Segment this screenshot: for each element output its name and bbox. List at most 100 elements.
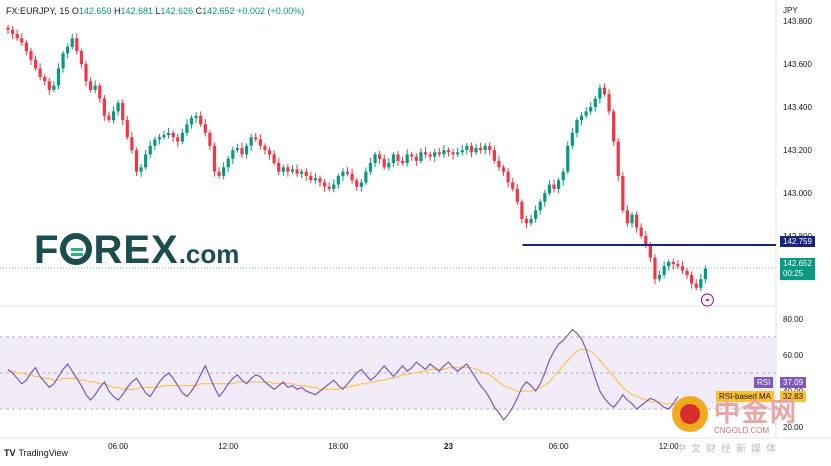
time-tick-label: 23 (444, 442, 453, 451)
candle-body (630, 214, 634, 224)
candle-body (575, 120, 579, 133)
price-tick-label: 143.600 (783, 60, 812, 69)
candle-body (414, 156, 418, 161)
candle-body (208, 132, 212, 146)
candle-body (616, 141, 620, 176)
candle-body (107, 115, 111, 121)
candle-body (497, 160, 501, 168)
candle-body (194, 115, 198, 118)
candle-body (556, 180, 561, 189)
candle-body (327, 186, 331, 189)
candle-body (75, 38, 79, 52)
candle-body (593, 98, 597, 108)
candle-body (217, 171, 221, 176)
candle-body (322, 182, 327, 187)
candle-body (465, 145, 469, 151)
last-price-value: 142.652 (783, 259, 812, 268)
candle-body (70, 38, 74, 47)
candle-body (166, 132, 171, 136)
candle-body (139, 167, 143, 172)
candle-body (501, 167, 506, 172)
time-tick-label: 18:00 (328, 442, 349, 451)
candle-body (524, 218, 529, 224)
candle-body (690, 274, 694, 284)
rsi-line (7, 328, 679, 421)
candle-body (121, 102, 125, 121)
candle-body (515, 188, 519, 202)
candle-body (336, 175, 340, 185)
candle-body (680, 266, 685, 271)
candle-body (240, 147, 244, 155)
candle-body (456, 152, 460, 155)
candle-body (185, 124, 189, 133)
candle-body (341, 171, 345, 176)
cngold-tagline: 中文财经新媒体 (676, 444, 781, 455)
candle-body (130, 137, 134, 151)
candle-body (290, 169, 295, 172)
candle-body (570, 132, 574, 146)
candle-body (189, 117, 194, 125)
candle-body (116, 102, 120, 112)
candle-body (144, 154, 148, 168)
candle-body (538, 201, 542, 211)
candle-body (644, 236, 648, 245)
candle-body (355, 180, 359, 187)
candle-body (254, 137, 258, 140)
candle-body (396, 154, 400, 161)
tradingview-brand[interactable]: TV TradingView (4, 448, 68, 458)
candle-body (667, 261, 671, 267)
candle-body (391, 154, 396, 164)
candle-body (364, 171, 368, 183)
candle-body (180, 132, 184, 142)
candle-body (332, 184, 336, 189)
candle-body (584, 111, 588, 116)
candle-body (423, 152, 428, 155)
candle-body (52, 85, 56, 90)
candle-body (520, 201, 524, 219)
candle-body (15, 33, 19, 39)
logo-letter: F (34, 228, 60, 272)
candle-body (451, 152, 455, 155)
candle-body (61, 53, 65, 69)
rsi-band-fill (0, 336, 776, 410)
candle-body (84, 64, 88, 82)
candle-body (6, 27, 10, 30)
forex-logo: F REX.com (34, 228, 239, 273)
candle-body (671, 261, 675, 265)
high-value: 142.681 (120, 6, 154, 16)
candle-body (295, 169, 299, 174)
candle-body (93, 85, 97, 90)
candle-body (625, 210, 630, 224)
candle-body (478, 147, 483, 151)
candle-body (492, 150, 496, 161)
candle-body (359, 182, 363, 187)
candle-body (474, 147, 478, 153)
candle-body (612, 111, 616, 142)
candle-body (272, 154, 276, 164)
candle-body (446, 150, 451, 153)
change-value: +0.002 (+0.00%) (237, 6, 305, 16)
candle-body (598, 87, 602, 99)
candle-body (534, 210, 538, 219)
candle-body (703, 268, 708, 280)
open-value: 142.650 (78, 6, 112, 16)
candle-body (277, 163, 281, 172)
logo-o-icon (60, 233, 93, 265)
candle-body (648, 244, 652, 258)
candle-body (98, 85, 102, 99)
candle-body (373, 154, 377, 164)
candle-body (437, 152, 441, 155)
bar-countdown: 00:25 (783, 269, 804, 278)
price-tick-label: 143.400 (783, 103, 812, 112)
candle-body (589, 107, 593, 112)
price-tick-label: 143.200 (783, 146, 812, 155)
candle-body (29, 51, 33, 60)
candle-body (529, 218, 533, 224)
high-label: H (113, 6, 121, 16)
candle-body (24, 42, 28, 52)
candle-body (162, 135, 166, 138)
candle-body (405, 154, 409, 164)
candle-body (699, 279, 703, 288)
candle-body (506, 171, 510, 183)
candle-body (368, 163, 373, 172)
